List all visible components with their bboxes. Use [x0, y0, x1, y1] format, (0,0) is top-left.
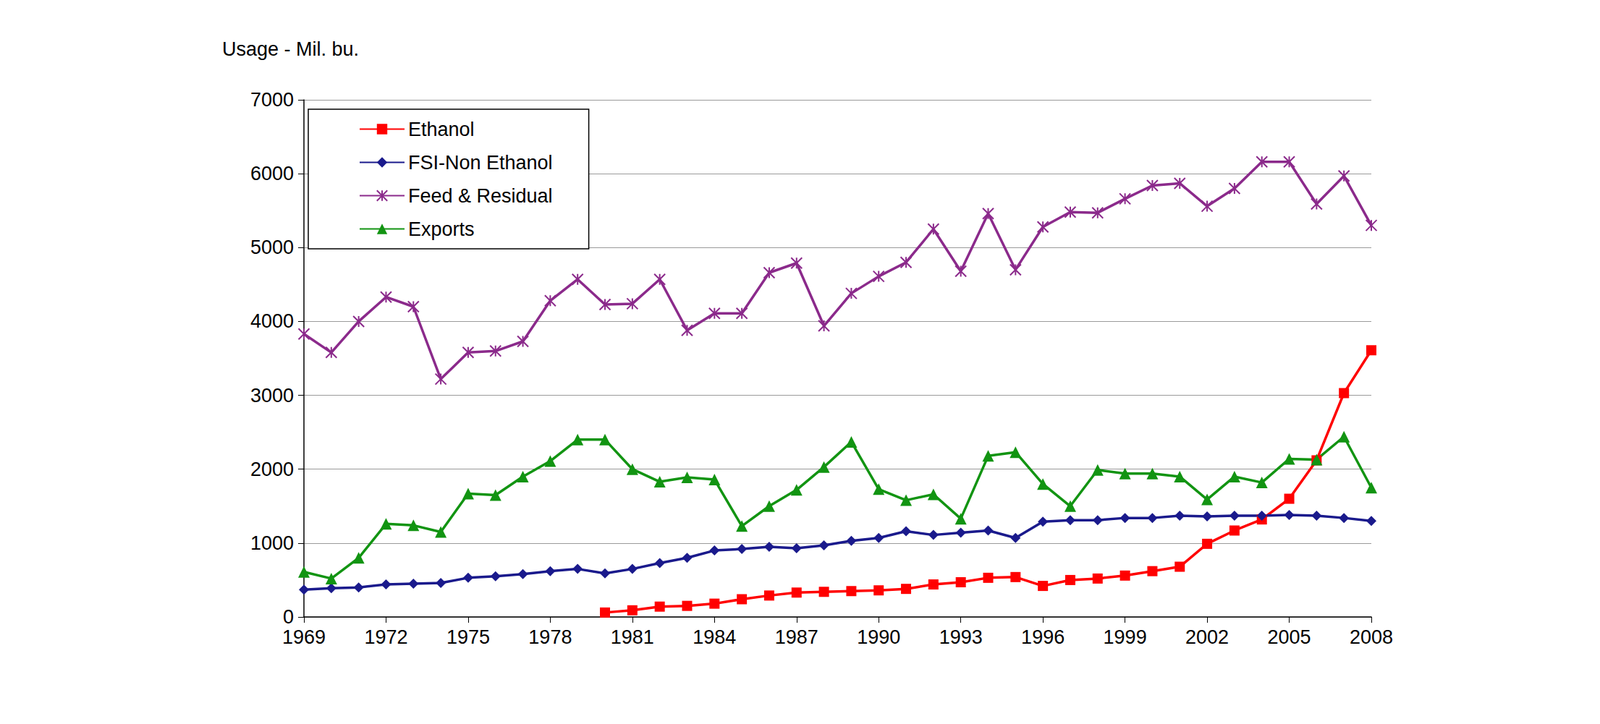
svg-text:FSI-Non Ethanol: FSI-Non Ethanol: [408, 151, 553, 174]
svg-text:1996: 1996: [1021, 626, 1065, 649]
svg-text:Exports: Exports: [408, 218, 475, 241]
svg-text:1975: 1975: [446, 626, 490, 649]
svg-text:7000: 7000: [250, 89, 294, 111]
svg-text:1981: 1981: [610, 626, 655, 649]
svg-text:1999: 1999: [1103, 626, 1147, 649]
svg-text:2000: 2000: [250, 458, 294, 481]
svg-text:1978: 1978: [528, 626, 572, 649]
svg-text:2005: 2005: [1267, 626, 1311, 649]
svg-text:0: 0: [282, 606, 294, 629]
svg-text:4000: 4000: [250, 310, 294, 333]
svg-text:1000: 1000: [250, 532, 294, 555]
svg-text:1993: 1993: [939, 626, 983, 649]
svg-text:Feed & Residual: Feed & Residual: [408, 185, 553, 207]
svg-text:2002: 2002: [1185, 626, 1229, 649]
svg-text:5000: 5000: [250, 236, 294, 259]
svg-text:Ethanol: Ethanol: [408, 118, 475, 141]
svg-text:2008: 2008: [1349, 626, 1394, 649]
svg-text:1969: 1969: [282, 626, 326, 649]
svg-text:Usage - Mil. bu.: Usage - Mil. bu.: [222, 38, 359, 61]
svg-text:1987: 1987: [775, 626, 819, 649]
svg-text:1984: 1984: [692, 626, 736, 649]
svg-text:1990: 1990: [856, 626, 901, 649]
svg-text:1972: 1972: [363, 626, 408, 649]
svg-text:6000: 6000: [250, 162, 294, 185]
svg-text:3000: 3000: [250, 384, 294, 407]
